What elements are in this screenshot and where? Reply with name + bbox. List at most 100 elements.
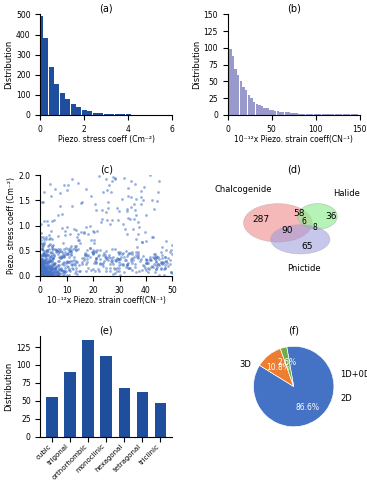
Point bbox=[38, 268, 44, 276]
Point bbox=[45, 242, 51, 250]
Point bbox=[153, 265, 159, 273]
Point bbox=[104, 254, 110, 262]
Point bbox=[47, 257, 53, 264]
Point bbox=[140, 261, 146, 269]
Point bbox=[53, 267, 59, 275]
Point bbox=[44, 263, 50, 270]
Point bbox=[51, 270, 57, 278]
Point bbox=[62, 228, 68, 235]
Point bbox=[69, 257, 75, 264]
Point bbox=[55, 270, 61, 278]
Point bbox=[55, 251, 61, 258]
Point bbox=[38, 271, 44, 278]
Point bbox=[129, 254, 135, 262]
Point bbox=[82, 249, 88, 257]
Bar bbox=[295, 113, 298, 115]
Point bbox=[145, 259, 151, 266]
Point bbox=[75, 179, 80, 187]
Point bbox=[70, 245, 76, 252]
Point bbox=[59, 210, 65, 217]
Point bbox=[66, 253, 72, 261]
Point bbox=[61, 258, 67, 266]
Point bbox=[40, 264, 46, 272]
Point bbox=[46, 272, 51, 279]
Point bbox=[112, 265, 118, 273]
Point bbox=[97, 255, 103, 263]
Bar bbox=[335, 114, 337, 115]
Point bbox=[95, 265, 101, 273]
Point bbox=[116, 255, 122, 263]
Point bbox=[40, 267, 46, 275]
Point bbox=[62, 268, 68, 276]
Point bbox=[58, 266, 64, 274]
Point bbox=[41, 265, 47, 273]
Point bbox=[79, 198, 85, 205]
Point bbox=[47, 269, 53, 277]
Point bbox=[131, 253, 137, 261]
Point bbox=[112, 270, 118, 277]
Point bbox=[51, 264, 57, 272]
Point bbox=[50, 251, 56, 258]
Point bbox=[48, 252, 54, 260]
Point bbox=[115, 216, 120, 224]
Point bbox=[155, 260, 161, 268]
Point bbox=[158, 258, 164, 265]
Point bbox=[92, 257, 98, 264]
Point bbox=[40, 271, 46, 278]
Point bbox=[103, 255, 109, 263]
Point bbox=[70, 260, 76, 267]
Point bbox=[55, 232, 61, 240]
Point bbox=[43, 233, 49, 240]
Point bbox=[53, 247, 59, 254]
Bar bbox=[101, 356, 112, 437]
Point bbox=[48, 227, 54, 235]
Point bbox=[45, 271, 51, 278]
Point bbox=[51, 260, 57, 267]
Point bbox=[45, 251, 51, 258]
Point bbox=[59, 248, 65, 255]
Point bbox=[42, 271, 48, 279]
Point bbox=[149, 263, 155, 270]
Point bbox=[50, 259, 55, 267]
Point bbox=[56, 253, 62, 261]
Point bbox=[40, 270, 46, 278]
Point bbox=[73, 227, 79, 234]
Point bbox=[45, 263, 51, 271]
Point bbox=[141, 263, 147, 270]
Point bbox=[37, 266, 43, 274]
Point bbox=[44, 270, 50, 278]
Text: 6: 6 bbox=[302, 217, 307, 227]
Point bbox=[166, 263, 171, 270]
Point bbox=[100, 251, 106, 259]
Point bbox=[47, 234, 53, 242]
Point bbox=[90, 249, 96, 256]
Point bbox=[39, 271, 45, 278]
Point bbox=[169, 250, 175, 258]
Point bbox=[148, 256, 153, 264]
Point bbox=[44, 271, 50, 278]
Point bbox=[103, 264, 109, 272]
Point bbox=[55, 266, 61, 274]
Point bbox=[40, 263, 46, 270]
Point bbox=[46, 263, 52, 271]
Point bbox=[134, 251, 139, 259]
Point bbox=[48, 252, 54, 260]
Title: (f): (f) bbox=[288, 325, 299, 336]
Point bbox=[147, 171, 153, 179]
Point bbox=[132, 264, 138, 271]
Point bbox=[143, 256, 149, 264]
Point bbox=[88, 237, 94, 244]
Point bbox=[41, 271, 47, 278]
Point bbox=[106, 252, 112, 259]
Point bbox=[57, 254, 63, 262]
Point bbox=[48, 267, 54, 275]
Point bbox=[44, 248, 50, 256]
Point bbox=[40, 268, 46, 276]
Point bbox=[40, 271, 46, 279]
Point bbox=[150, 264, 156, 271]
Point bbox=[41, 268, 47, 276]
Point bbox=[40, 269, 46, 276]
Point bbox=[43, 254, 49, 262]
Point bbox=[124, 260, 130, 267]
Point bbox=[168, 246, 174, 254]
